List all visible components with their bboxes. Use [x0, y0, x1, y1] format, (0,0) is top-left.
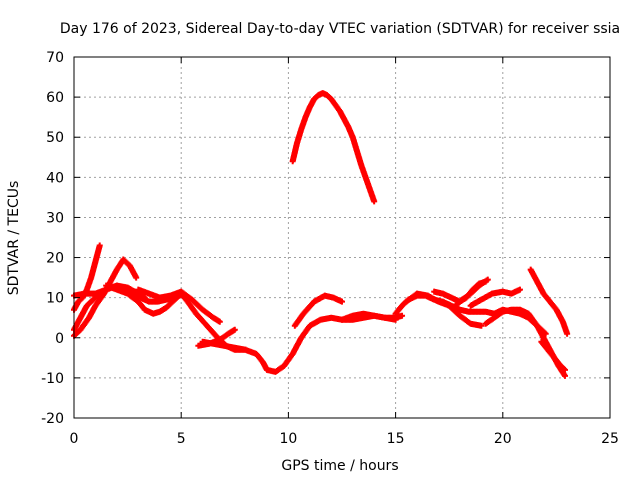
y-tick-label: 0: [55, 331, 64, 347]
x-tick-label: 20: [494, 431, 512, 447]
data-point: [561, 366, 568, 373]
data-point: [399, 312, 406, 319]
data-point: [231, 326, 238, 333]
series-arc-19: [538, 338, 568, 373]
series-arc-15: [450, 276, 491, 311]
data-point: [564, 330, 571, 337]
data-point: [371, 198, 378, 205]
y-axis-label: SDTVAR / TECUs: [6, 181, 22, 296]
chart-title: Day 176 of 2023, Sidereal Day-to-day VTE…: [60, 21, 620, 37]
y-tick-label: 20: [46, 251, 64, 267]
x-tick-label: 25: [601, 431, 619, 447]
x-tick-label: 10: [279, 431, 297, 447]
data-point: [542, 330, 549, 337]
y-tick-label: 10: [46, 291, 64, 307]
y-tick-label: 40: [46, 170, 64, 186]
plot-frame: [73, 56, 611, 419]
y-tick-label: -10: [41, 371, 64, 387]
data-series: [71, 90, 571, 379]
data-point: [96, 242, 103, 249]
data-point: [484, 276, 491, 283]
y-tick-label: -20: [41, 411, 64, 427]
x-tick-label: 15: [387, 431, 405, 447]
x-axis-label: GPS time / hours: [281, 458, 398, 474]
y-tick-label: 50: [46, 130, 64, 146]
y-tick-label: 30: [46, 210, 64, 226]
data-point: [216, 318, 223, 325]
series-arc-13: [403, 290, 485, 329]
data-point: [392, 316, 399, 323]
data-point: [133, 274, 140, 281]
series-arc-11: [339, 310, 399, 323]
series-arc-16: [467, 286, 523, 309]
ticks: 0 5 10 15 20 25 -20 -10 0 10 20 30 40 50 60 70: [41, 50, 619, 447]
y-tick-label: 70: [46, 50, 64, 66]
series-arc-6: [135, 286, 223, 325]
data-point: [478, 322, 485, 329]
series-arc-18: [527, 266, 571, 337]
x-tick-label: 5: [177, 431, 186, 447]
series-arc-17: [482, 306, 549, 337]
series-arc-9: [291, 292, 345, 329]
data-point: [339, 298, 345, 305]
x-tick-label: 0: [70, 431, 79, 447]
data-point: [141, 294, 148, 301]
series-arc-10: [289, 90, 378, 205]
grid: [74, 57, 610, 418]
data-point: [561, 372, 568, 379]
data-point: [516, 286, 523, 293]
y-tick-label: 60: [46, 90, 64, 106]
